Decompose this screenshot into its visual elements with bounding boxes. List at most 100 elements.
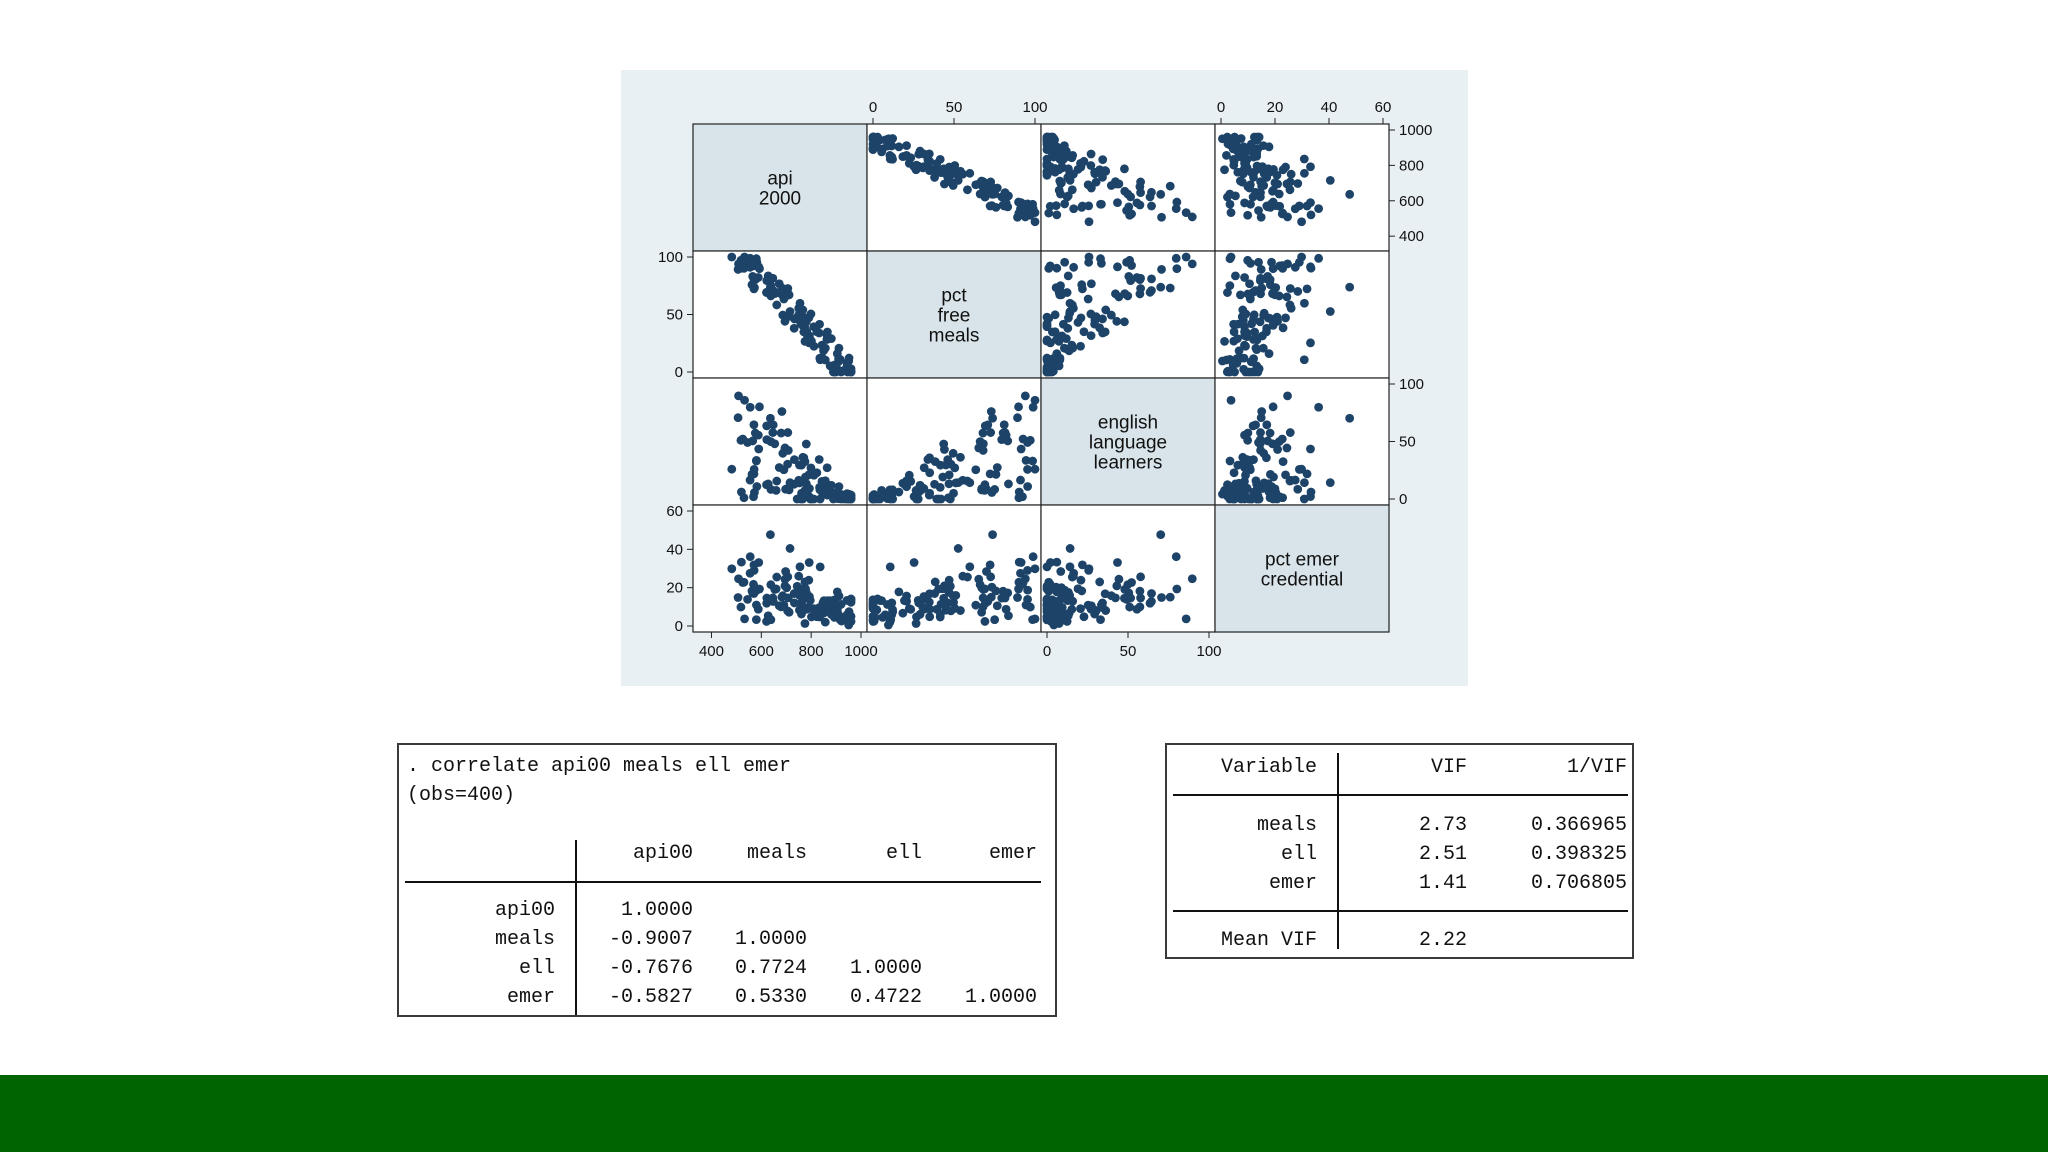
scatter-point [915,609,925,619]
tick-label: 0 [675,618,683,635]
scatter-point [1096,254,1105,264]
scatter-point [1101,305,1111,315]
scatter-point [1293,179,1303,188]
scatter-point [844,356,854,366]
scatter-point [1114,574,1124,584]
scatter-point [805,592,814,601]
scatter-point [986,428,996,437]
vif-header-rule [1173,794,1628,796]
diagonal-cell [866,250,1042,379]
scatter-point [1023,482,1033,491]
scatter-point [963,185,972,195]
scatter-point [1226,395,1236,405]
scatter-point [1135,289,1145,299]
scatter-point [949,167,958,177]
scatter-point [965,562,975,572]
variable-label: api [767,169,792,190]
vif-mean-value: 2.22 [1418,929,1467,952]
scatter-point [782,583,792,593]
scatter-point [1025,602,1035,612]
scatter-point [807,612,816,622]
scatter-point [797,488,806,498]
scatter-point [1120,317,1129,327]
scatter-point [988,530,997,540]
scatter-point [1265,469,1275,479]
scatter-point [1028,402,1038,412]
scatter-point [1055,607,1065,617]
scatter-point [1249,310,1259,320]
scatter-point [977,176,987,186]
scatter-point [736,557,746,567]
scatter-point [1171,204,1181,214]
scatter-point [898,152,908,161]
scatter-point [1268,485,1278,495]
scatter-point [1299,298,1309,308]
scatter-point [1147,597,1156,606]
scatter-point [785,544,795,553]
correlate-cell: 0.5330 [734,986,807,1009]
scatter-point [1283,259,1292,269]
scatter-point [1052,335,1062,344]
scatter-point [1065,175,1075,185]
scatter-point [1084,201,1094,211]
tick-label: 0 [869,99,877,116]
scatter-point [1126,192,1136,202]
scatter-point [1156,282,1166,292]
scatter-point [1220,165,1229,175]
scatter-point [768,593,778,603]
scatter-point [999,589,1009,598]
scatter-point [982,567,991,576]
scatter-point [1242,163,1252,173]
scatter-point [1120,585,1130,594]
scatter-point [956,606,965,615]
scatter-point [1051,201,1061,211]
scatter-point [1256,413,1266,423]
scatter-point [784,485,794,495]
correlate-col-header: emer [988,842,1037,865]
scatter-point [1084,565,1094,575]
scatter-point [1264,349,1274,359]
scatter-point [999,420,1009,430]
scatter-point [803,483,813,493]
scatter-point [1120,289,1130,299]
scatter-point [1016,475,1025,485]
scatter-point [1055,290,1065,300]
scatter-point [820,617,830,627]
scatter-point [1236,134,1246,143]
scatter-point [941,460,951,470]
scatter-point [1004,479,1013,489]
scatter-point [1233,334,1242,343]
scatter-point [1044,167,1054,177]
scatter-point [1147,589,1156,598]
scatter-point [884,620,893,630]
scatter-point [1057,163,1067,173]
scatter-point [965,478,975,488]
variable-label: meals [929,326,980,347]
scatter-point [1065,168,1075,178]
scatter-point [1157,593,1166,602]
scatter-point [1076,162,1086,172]
correlate-cell: 1.0000 [620,899,693,922]
scatter-point [846,594,856,604]
scatter-point [986,592,996,602]
scatter-point [1086,331,1096,341]
scatter-point [1306,210,1316,220]
scatter-point [727,564,737,574]
scatter-point [1135,586,1145,596]
tick-label: 50 [666,307,683,324]
scatter-point [1090,315,1100,325]
scatter-point [727,464,737,474]
scatter-point [1056,567,1066,576]
scatter-point [1076,341,1085,351]
correlate-row-name: emer [506,986,555,1009]
scatter-point [1325,478,1335,487]
scatter-point [1187,212,1197,222]
scatter-point [1064,608,1074,618]
tick-label: 40 [666,541,683,558]
scatter-point [829,612,839,622]
scatter-point [1306,338,1315,348]
variable-label: 2000 [759,189,801,210]
scatter-point [1098,172,1107,182]
scatter-point [953,544,963,553]
scatter-point [1065,307,1075,316]
